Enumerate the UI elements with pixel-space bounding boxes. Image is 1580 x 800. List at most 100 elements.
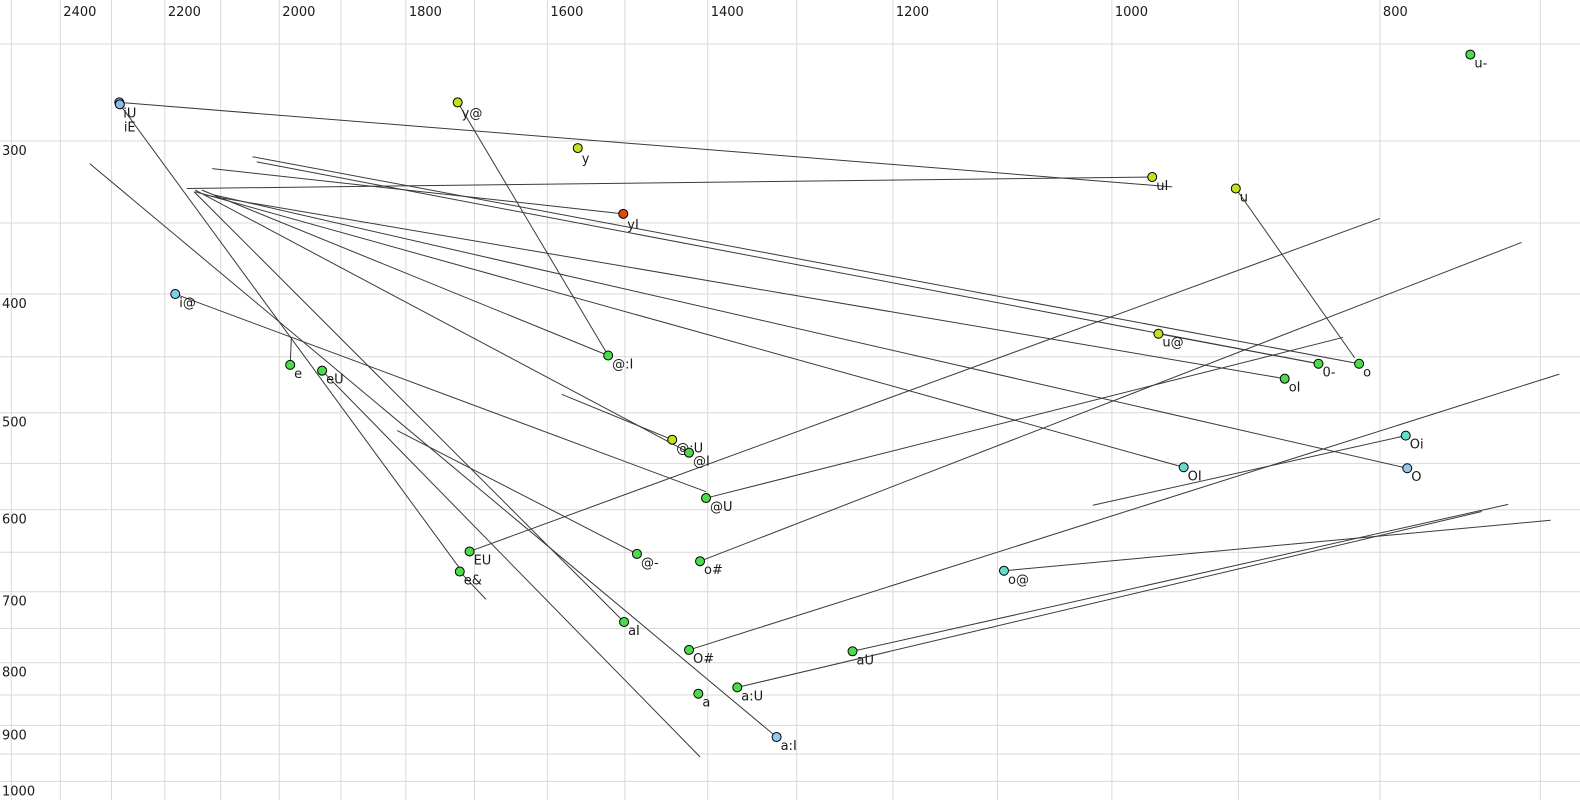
vowel-point-o# <box>695 556 706 567</box>
x-axis-tick-label: 2400 <box>63 5 96 20</box>
trajectory-line-0- <box>256 161 1319 365</box>
vowel-point-uI <box>1147 172 1158 183</box>
vowel-point-OI <box>1178 462 1189 473</box>
x-axis-tick-label: 1600 <box>550 5 583 20</box>
vowel-point-aU <box>847 646 858 657</box>
trajectory-line-@:I <box>201 189 609 356</box>
vowel-point-label: aU <box>857 653 874 668</box>
x-axis-tick-label: 1200 <box>896 5 929 20</box>
vowel-point-@U <box>701 493 712 504</box>
trajectory-line-oI <box>204 194 1285 380</box>
vowel-point-label: o <box>1363 366 1371 381</box>
x-axis-tick-label: 800 <box>1383 5 1408 20</box>
x-axis-tick-label: 1000 <box>1115 5 1148 20</box>
vowel-point-o <box>1354 358 1365 369</box>
vowel-point-O <box>1402 463 1413 474</box>
vowel-point-u <box>1230 183 1241 194</box>
trajectory-line-yI <box>212 168 624 215</box>
trajectory-line-uI <box>186 176 1153 189</box>
vowel-point-y@ <box>452 97 463 108</box>
trajectory-line-e& <box>459 571 487 600</box>
trajectory-line-i@ <box>175 293 707 493</box>
axis-tick-labels: 2400 2200 2000 1800 1600 1400 1200 1000 800 300 40… <box>2 5 1408 799</box>
vowel-point-@:U <box>667 434 678 445</box>
vowel-point-a:U <box>732 682 743 693</box>
vowel-point-Oi <box>1400 430 1411 441</box>
trajectory-line-a:U <box>737 510 1482 688</box>
vowel-point-label: u- <box>1474 57 1487 72</box>
vowel-point-label: u@ <box>1162 336 1183 351</box>
y-axis-tick-label: 1000 <box>2 784 35 799</box>
vowel-point-aI <box>619 616 630 627</box>
trajectory-line-EU <box>469 217 1381 552</box>
vowel-point-u@ <box>1153 328 1164 339</box>
vowel-point-label: e <box>294 367 302 382</box>
y-axis-tick-label: 400 <box>2 297 27 312</box>
trajectory-line-o# <box>699 241 1522 562</box>
vowel-point-label: eU <box>326 373 344 388</box>
vowel-point-label: a:I <box>781 739 797 754</box>
trajectory-line-@- <box>396 430 638 555</box>
vowel-point-label: EU <box>474 553 492 568</box>
vowel-point-label: iU <box>123 106 136 121</box>
x-axis-tick-label: 1400 <box>711 5 744 20</box>
vowel-point-e& <box>454 566 465 577</box>
vowel-point-label: @I <box>693 455 710 470</box>
trajectory-line-Oi <box>1092 435 1406 506</box>
y-axis-tick-label: 300 <box>2 144 27 159</box>
vowel-point-oI <box>1279 373 1290 384</box>
y-axis-tick-label: 900 <box>2 728 27 743</box>
vowel-point-e <box>285 359 296 370</box>
y-axis-tick-label: 500 <box>2 416 27 431</box>
vowel-point-label: a:U <box>741 689 763 704</box>
trajectory-line-y@ <box>457 102 609 356</box>
vowel-point-label: o@ <box>1008 573 1029 588</box>
vowel-points: iUiEy@yyIu-uIui@eeU@:I@:U@I@Uu@oI0-oOIOi… <box>114 49 1488 754</box>
vowel-point-label: oI <box>1289 381 1301 396</box>
vowel-point-0- <box>1313 358 1324 369</box>
trajectory-line-OI <box>195 191 1184 468</box>
trajectory-line-@I <box>195 189 690 454</box>
vowel-point-u- <box>1465 49 1476 60</box>
y-axis-tick-label: 700 <box>2 595 27 610</box>
trajectory-line-O <box>214 194 1408 469</box>
vowel-point-label: yI <box>627 218 639 233</box>
trajectory-line-u <box>1235 188 1356 359</box>
y-axis-tick-label: 800 <box>2 666 27 681</box>
vowel-point-label: a <box>702 696 710 711</box>
x-axis-tick-label: 1800 <box>409 5 442 20</box>
trajectory-line-@U <box>705 336 1344 499</box>
vowel-point-label: y@ <box>462 106 483 121</box>
vowel-point-eU <box>317 365 328 376</box>
x-axis-tick-label: 2000 <box>282 5 315 20</box>
vowel-point-label: Oi <box>1410 438 1424 453</box>
trajectory-line-iU <box>119 101 1173 188</box>
vowel-point-label: iE <box>124 120 136 135</box>
vowel-point-a <box>693 688 704 699</box>
vowel-point-label: @- <box>641 556 659 571</box>
vowel-point-i@ <box>170 289 181 300</box>
vowel-point-iE <box>114 99 125 110</box>
x-axis-tick-label: 2200 <box>168 5 201 20</box>
vowel-point-label: aI <box>628 624 640 639</box>
vowel-point-label: y <box>582 152 590 167</box>
trajectory-line-o <box>252 156 1360 365</box>
vowel-point-label: OI <box>1188 469 1202 484</box>
vowel-point-label: O <box>1411 470 1421 485</box>
vowel-point-EU <box>464 546 475 557</box>
trajectory-line-O# <box>688 373 1560 651</box>
vowel-point-@- <box>631 548 642 559</box>
vowel-point-@:I <box>603 350 614 361</box>
trajectory-line-@:U <box>561 393 673 441</box>
vowel-point-yI <box>618 208 629 219</box>
vowel-point-o@ <box>998 565 1009 576</box>
trajectory-line-o@ <box>1003 519 1551 572</box>
trajectory-line-a:I <box>89 163 777 738</box>
vowel-point-label: @U <box>710 500 733 515</box>
vowel-point-label: u <box>1240 190 1248 205</box>
vowel-point-a:I <box>771 732 782 743</box>
vowel-point-label: 0- <box>1322 366 1335 381</box>
